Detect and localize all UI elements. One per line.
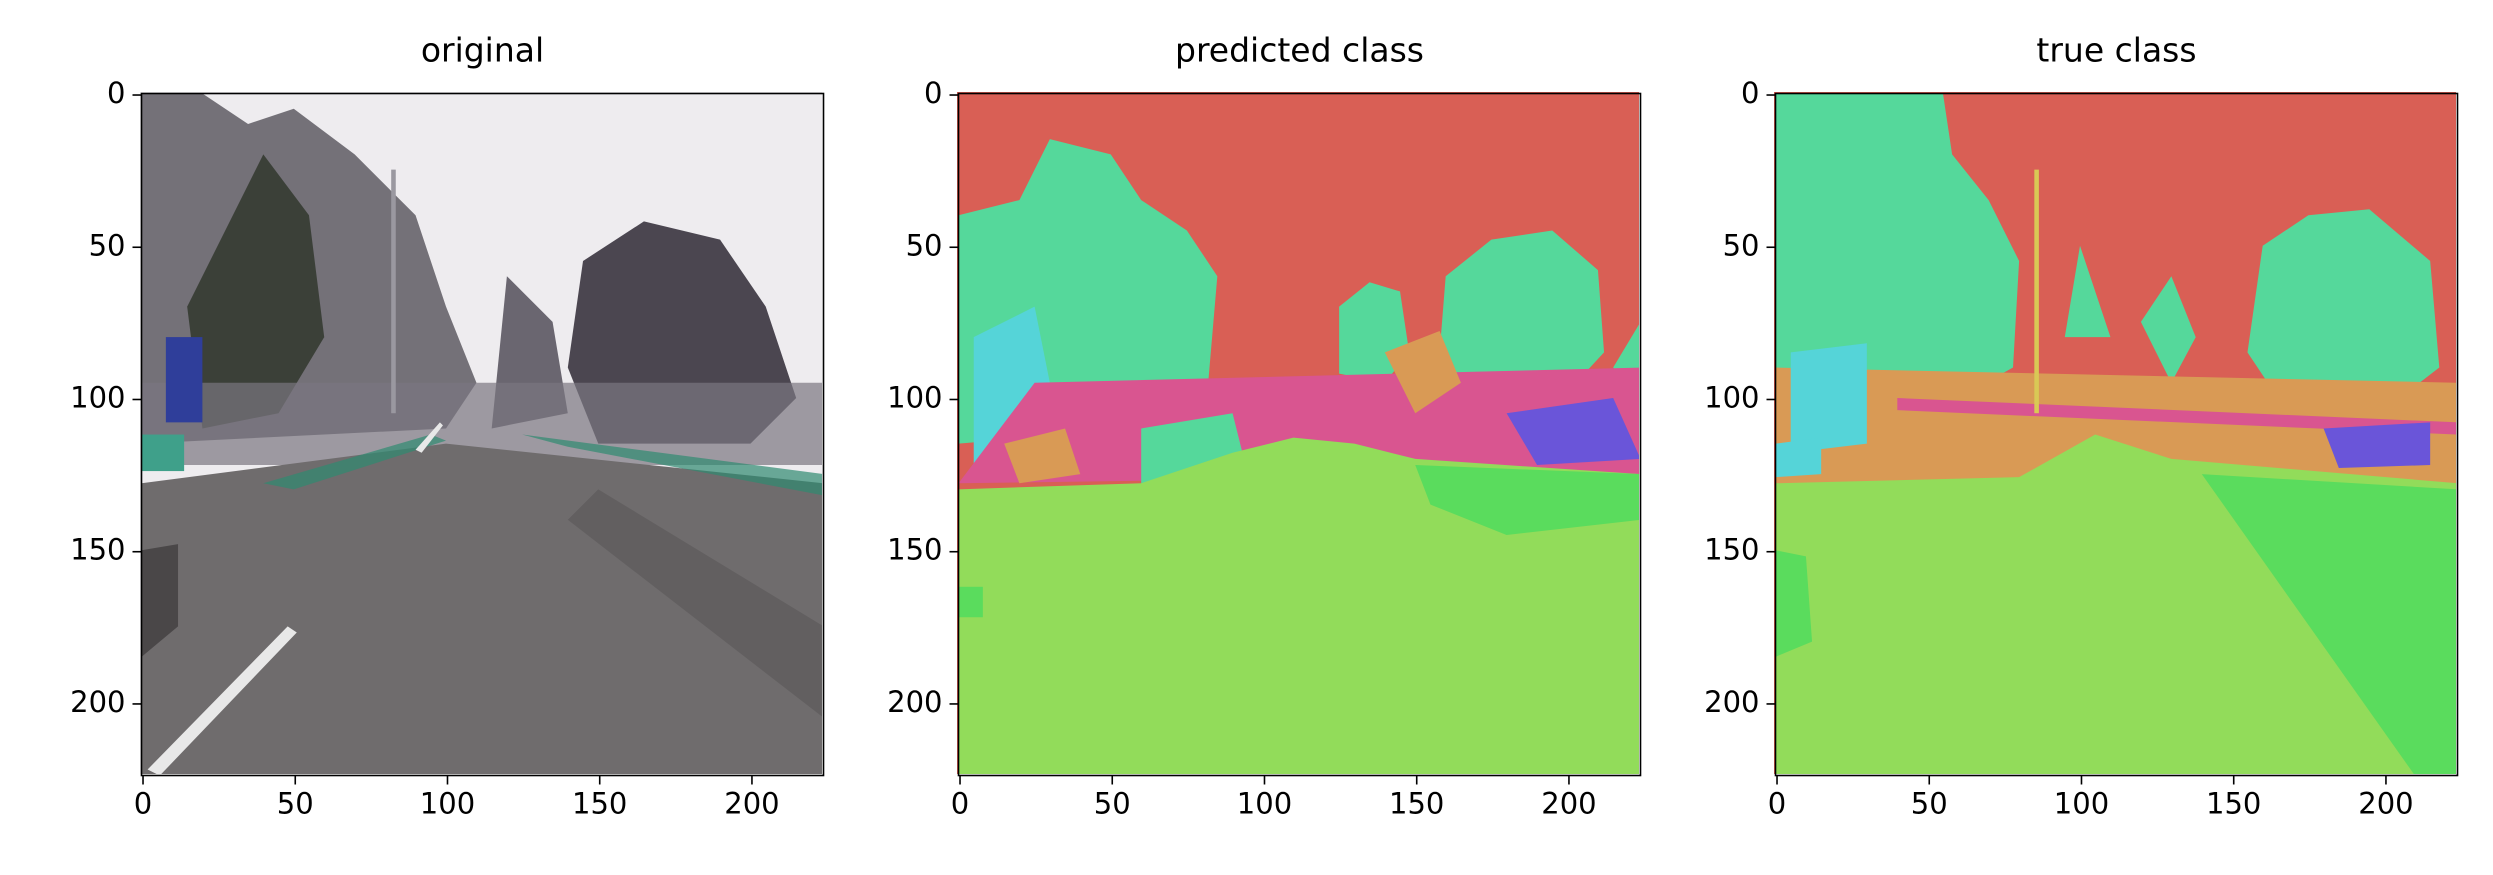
x-tick-label: 100	[2054, 787, 2109, 821]
y-tick-label: 0	[924, 76, 942, 110]
x-tick-label: 50	[1094, 787, 1131, 821]
x-tick-label: 150	[1389, 787, 1444, 821]
image-true	[1773, 91, 2457, 775]
y-tick-label: 150	[887, 533, 942, 567]
x-tick-label: 200	[724, 787, 779, 821]
panel-title: true class	[2036, 31, 2196, 70]
image-original	[139, 91, 823, 775]
panel-title: predicted class	[1175, 31, 1424, 70]
axes-frame	[957, 92, 1642, 777]
y-tick-label: 100	[887, 380, 942, 414]
y-tick-label: 200	[1704, 685, 1759, 719]
y-tick-label: 50	[89, 228, 126, 262]
x-tick-label: 200	[1541, 787, 1596, 821]
x-tick-label: 50	[1911, 787, 1948, 821]
y-tick-label: 50	[906, 228, 943, 262]
y-tick-label: 100	[70, 380, 125, 414]
x-tick-label: 100	[1237, 787, 1292, 821]
y-tick-label: 100	[1704, 380, 1759, 414]
x-tick-label: 200	[2358, 787, 2413, 821]
y-tick-label: 50	[1723, 228, 1760, 262]
y-tick-label: 150	[1704, 533, 1759, 567]
x-tick-label: 150	[572, 787, 627, 821]
x-tick-label: 150	[2206, 787, 2261, 821]
axes-frame	[1774, 92, 2459, 777]
y-tick-label: 0	[107, 76, 125, 110]
x-tick-label: 50	[277, 787, 314, 821]
y-tick-label: 0	[1741, 76, 1759, 110]
axes-frame	[140, 92, 825, 777]
panel-title: original	[421, 31, 544, 70]
image-predicted	[956, 91, 1640, 775]
y-tick-label: 150	[70, 533, 125, 567]
x-tick-label: 0	[1768, 787, 1786, 821]
y-tick-label: 200	[887, 685, 942, 719]
x-tick-label: 0	[134, 787, 152, 821]
x-tick-label: 100	[420, 787, 475, 821]
x-tick-label: 0	[951, 787, 969, 821]
y-tick-label: 200	[70, 685, 125, 719]
